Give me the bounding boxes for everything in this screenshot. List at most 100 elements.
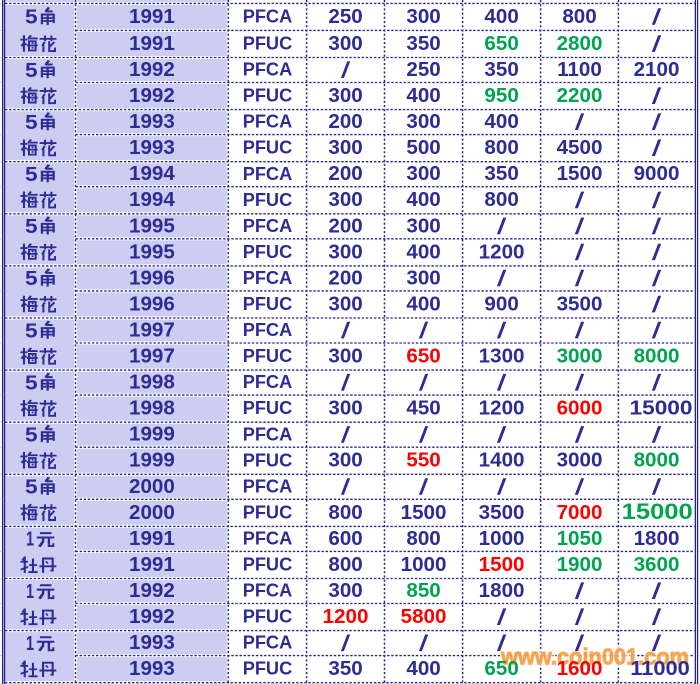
svg-text:1995: 1995 — [129, 214, 175, 237]
svg-text:PFCA: PFCA — [243, 424, 293, 444]
svg-text:2000: 2000 — [129, 501, 175, 524]
svg-text:400: 400 — [484, 110, 518, 133]
svg-text:5: 5 — [25, 477, 38, 499]
svg-text:350: 350 — [328, 657, 362, 680]
svg-text:1500: 1500 — [479, 553, 525, 576]
svg-text:PFUC: PFUC — [243, 398, 293, 418]
svg-text:3000: 3000 — [557, 449, 603, 472]
svg-text:PFUC: PFUC — [243, 346, 293, 366]
svg-text:www.coin001.com: www.coin001.com — [500, 643, 689, 669]
svg-text:300: 300 — [328, 136, 362, 159]
svg-text:200: 200 — [328, 162, 362, 185]
svg-text:1: 1 — [26, 581, 34, 603]
svg-text:2200: 2200 — [557, 84, 603, 107]
svg-text:350: 350 — [484, 58, 518, 81]
svg-text:1994: 1994 — [129, 188, 175, 211]
svg-text:600: 600 — [328, 527, 362, 550]
svg-text:PFCA: PFCA — [243, 164, 293, 184]
svg-text:300: 300 — [328, 32, 362, 55]
svg-text:650: 650 — [484, 657, 518, 680]
svg-text:300: 300 — [328, 240, 362, 263]
svg-text:2000: 2000 — [129, 475, 175, 498]
svg-text:PFUC: PFUC — [243, 502, 293, 522]
svg-text:300: 300 — [328, 397, 362, 420]
svg-text:1500: 1500 — [401, 501, 447, 524]
svg-text:5: 5 — [25, 268, 38, 290]
svg-text:5: 5 — [25, 320, 38, 342]
svg-text:1400: 1400 — [479, 449, 525, 472]
svg-text:300: 300 — [328, 292, 362, 315]
svg-text:1999: 1999 — [129, 449, 175, 472]
svg-text:PFCA: PFCA — [243, 633, 293, 653]
svg-text:300: 300 — [328, 449, 362, 472]
svg-text:650: 650 — [406, 345, 440, 368]
svg-text:5: 5 — [25, 60, 38, 82]
svg-text:1991: 1991 — [129, 5, 175, 28]
svg-text:3600: 3600 — [634, 553, 680, 576]
svg-text:PFUC: PFUC — [243, 294, 293, 314]
svg-text:400: 400 — [484, 5, 518, 28]
svg-text:2100: 2100 — [634, 58, 680, 81]
svg-text:5800: 5800 — [401, 605, 447, 628]
svg-text:3500: 3500 — [557, 292, 603, 315]
svg-text:400: 400 — [406, 84, 440, 107]
svg-text:1800: 1800 — [479, 579, 525, 602]
svg-text:3000: 3000 — [557, 345, 603, 368]
svg-text:1993: 1993 — [129, 657, 175, 680]
svg-text:500: 500 — [406, 136, 440, 159]
svg-text:5: 5 — [25, 372, 38, 394]
svg-text:1991: 1991 — [129, 32, 175, 55]
svg-text:3500: 3500 — [479, 501, 525, 524]
svg-text:1300: 1300 — [479, 345, 525, 368]
svg-text:11000: 11000 — [630, 657, 690, 680]
svg-text:PFCA: PFCA — [243, 216, 293, 236]
svg-text:PFUC: PFUC — [243, 242, 293, 262]
svg-text:PFUC: PFUC — [243, 450, 293, 470]
svg-text:1993: 1993 — [129, 631, 175, 654]
svg-text:1997: 1997 — [129, 318, 175, 341]
svg-text:15000: 15000 — [630, 397, 693, 420]
svg-text:1991: 1991 — [129, 553, 175, 576]
svg-text:400: 400 — [406, 240, 440, 263]
svg-text:200: 200 — [328, 110, 362, 133]
svg-text:800: 800 — [406, 527, 440, 550]
svg-text:900: 900 — [484, 292, 518, 315]
svg-text:400: 400 — [406, 188, 440, 211]
svg-text:300: 300 — [328, 188, 362, 211]
svg-text:1500: 1500 — [557, 162, 603, 185]
svg-text:6000: 6000 — [557, 397, 603, 420]
svg-text:PFCA: PFCA — [243, 268, 293, 288]
svg-text:1995: 1995 — [129, 240, 175, 263]
svg-text:850: 850 — [406, 579, 440, 602]
svg-text:PFCA: PFCA — [243, 528, 293, 548]
svg-text:8000: 8000 — [634, 449, 680, 472]
svg-text:1996: 1996 — [129, 292, 175, 315]
svg-text:PFUC: PFUC — [243, 138, 293, 158]
svg-text:1996: 1996 — [129, 266, 175, 289]
svg-text:300: 300 — [406, 214, 440, 237]
svg-text:1100: 1100 — [557, 58, 602, 81]
svg-text:4500: 4500 — [557, 136, 603, 159]
svg-text:PFCA: PFCA — [243, 60, 293, 80]
svg-text:950: 950 — [484, 84, 518, 107]
svg-text:1993: 1993 — [129, 136, 175, 159]
svg-text:9000: 9000 — [634, 162, 680, 185]
svg-text:300: 300 — [328, 579, 362, 602]
svg-text:PFCA: PFCA — [243, 112, 293, 132]
svg-text:300: 300 — [406, 162, 440, 185]
svg-text:1: 1 — [26, 633, 34, 655]
svg-text:www.coin001.com: www.coin001.com — [500, 643, 689, 669]
svg-text:800: 800 — [484, 136, 518, 159]
svg-text:PFUC: PFUC — [243, 190, 293, 210]
svg-text:PFCA: PFCA — [243, 476, 293, 496]
svg-text:450: 450 — [406, 397, 440, 420]
svg-text:5: 5 — [25, 425, 38, 447]
svg-text:550: 550 — [406, 449, 440, 472]
svg-text:PFCA: PFCA — [243, 6, 293, 26]
svg-text:1999: 1999 — [129, 423, 175, 446]
svg-text:300: 300 — [406, 5, 440, 28]
svg-text:1: 1 — [26, 529, 34, 551]
svg-text:PFCA: PFCA — [243, 581, 293, 601]
svg-text:2800: 2800 — [557, 32, 603, 55]
svg-text:1000: 1000 — [401, 553, 447, 576]
